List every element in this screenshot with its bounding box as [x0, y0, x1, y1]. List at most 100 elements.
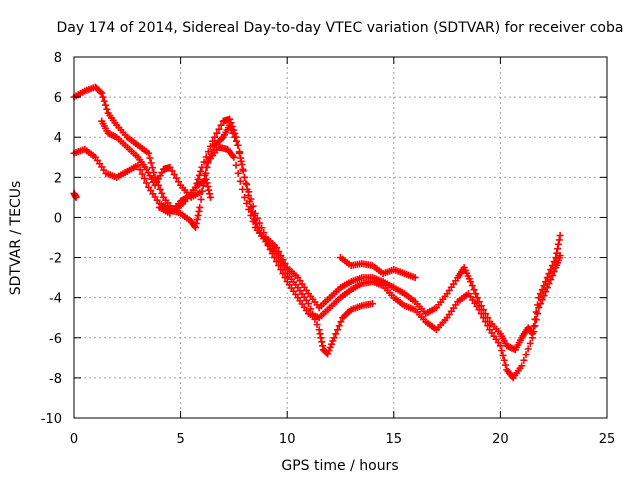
data-point: [217, 121, 225, 129]
data-point: [548, 272, 556, 280]
x-tick-label: 5: [176, 432, 184, 447]
data-point: [316, 330, 324, 338]
x-tick-label: 10: [279, 432, 296, 447]
data-point: [142, 179, 150, 187]
data-point: [206, 193, 214, 201]
data-point: [197, 167, 205, 175]
series-track-b: [70, 83, 564, 354]
data-point: [473, 294, 481, 302]
data-point: [528, 334, 536, 342]
data-points: [70, 83, 564, 382]
data-point: [147, 159, 155, 167]
y-tick-label: -2: [49, 252, 62, 267]
data-point: [502, 361, 510, 369]
data-point: [520, 356, 528, 364]
series-track-e: [337, 254, 419, 282]
data-point: [203, 179, 211, 187]
data-point: [335, 322, 343, 330]
y-tick-label: 2: [54, 171, 62, 186]
data-point: [209, 137, 217, 145]
data-point: [206, 190, 214, 198]
data-point: [215, 125, 223, 133]
data-point: [325, 347, 333, 355]
data-point: [279, 256, 287, 264]
data-point: [337, 318, 345, 326]
y-tick-label: -6: [49, 332, 62, 347]
data-point: [538, 296, 546, 304]
data-point: [198, 187, 206, 195]
data-point: [245, 188, 253, 196]
data-point: [174, 178, 182, 186]
data-point: [251, 209, 259, 217]
y-tick-label: 8: [54, 51, 62, 66]
series-track-d: [155, 175, 214, 217]
data-point: [196, 203, 204, 211]
data-point: [550, 258, 558, 266]
data-point: [237, 157, 245, 165]
data-point: [498, 347, 506, 355]
data-point: [202, 175, 210, 183]
x-tick-label: 15: [386, 432, 403, 447]
data-point: [277, 266, 285, 274]
data-point: [194, 211, 202, 219]
data-point: [226, 115, 234, 123]
data-point: [542, 288, 550, 296]
data-point: [158, 189, 166, 197]
data-point: [247, 195, 255, 203]
data-point: [275, 248, 283, 256]
series-track-f: [70, 189, 80, 201]
data-point: [205, 186, 213, 194]
data-point: [195, 207, 203, 215]
data-point: [472, 290, 480, 298]
data-point: [134, 161, 142, 169]
data-point: [232, 133, 240, 141]
data-point: [555, 236, 563, 244]
data-point: [182, 194, 190, 202]
data-point: [330, 334, 338, 342]
data-point: [532, 316, 540, 324]
data-point: [234, 169, 242, 177]
data-point: [324, 350, 332, 358]
data-point: [192, 219, 200, 227]
data-point: [98, 89, 106, 97]
data-point: [479, 314, 487, 322]
data-point: [545, 280, 553, 288]
data-point: [241, 173, 249, 181]
data-point: [138, 170, 146, 178]
data-point: [206, 142, 214, 150]
data-point: [468, 282, 476, 290]
data-point: [554, 240, 562, 248]
y-tick-label: -10: [41, 412, 62, 427]
data-point: [230, 153, 238, 161]
x-axis-label: GPS time / hours: [281, 458, 398, 474]
y-tick-labels: -10 -8 -6 -4 -2 0 2 4 6 8: [41, 51, 62, 427]
axis-ticks: [73, 56, 608, 419]
data-point: [202, 153, 210, 161]
data-point: [170, 171, 178, 179]
data-point: [211, 133, 219, 141]
data-point: [477, 302, 485, 310]
y-axis-label: SDTVAR / TECUs: [8, 181, 24, 296]
data-point: [368, 300, 376, 308]
data-point: [496, 342, 504, 350]
data-point: [475, 306, 483, 314]
data-point: [258, 224, 266, 232]
x-tick-labels: 0 5 10 15 20 25: [70, 432, 615, 447]
data-point: [319, 342, 327, 350]
data-point: [481, 318, 489, 326]
data-point: [245, 205, 253, 213]
data-point: [328, 340, 336, 348]
data-point: [232, 161, 240, 169]
data-point: [277, 252, 285, 260]
x-tick-label: 0: [70, 432, 78, 447]
data-point: [270, 254, 278, 262]
data-point: [499, 351, 507, 359]
data-point: [484, 322, 492, 330]
data-point: [140, 175, 148, 183]
data-point: [526, 339, 534, 347]
x-tick-label: 20: [492, 432, 509, 447]
data-point: [273, 258, 281, 266]
data-point: [317, 334, 325, 342]
data-point: [467, 278, 475, 286]
